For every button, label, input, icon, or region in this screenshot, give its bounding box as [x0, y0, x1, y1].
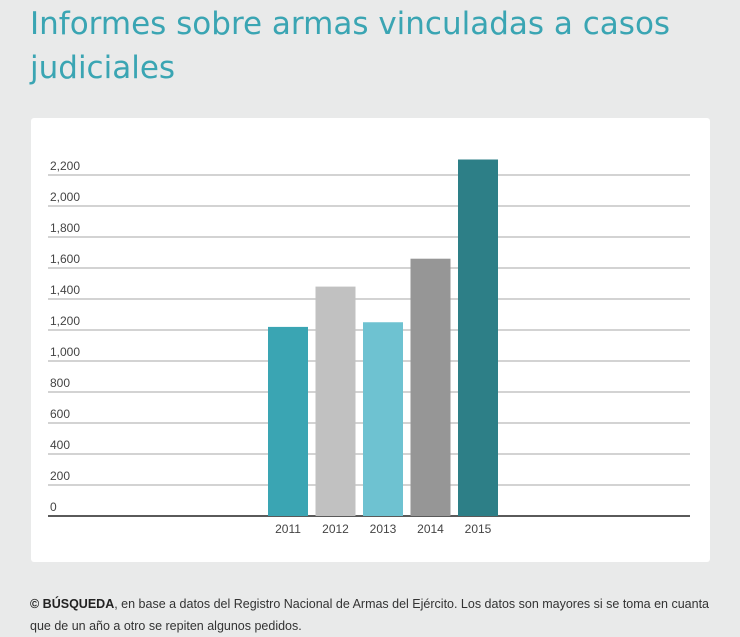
y-tick-label: 1,200	[50, 314, 80, 328]
bar-2015	[458, 159, 498, 516]
page-title: Informes sobre armas vinculadas a casos …	[30, 6, 671, 86]
y-tick-label: 1,400	[50, 283, 80, 297]
y-tick-label: 1,600	[50, 252, 80, 266]
source-label: © BÚSQUEDA	[30, 597, 115, 611]
bar-chart: 0 200 400 600 800 1,000 1,200 1,400 1,600 1,800 2,…	[48, 159, 690, 536]
chart-card: 0 200 400 600 800 1,000 1,200 1,400 1,600 1,800 2,…	[31, 118, 710, 562]
y-tick-label: 2,000	[50, 190, 80, 204]
x-tick-label: 2015	[465, 522, 492, 536]
y-tick-label: 1,800	[50, 221, 80, 235]
x-tick-label: 2012	[322, 522, 349, 536]
source-text: , en base a datos del Registro Nacional …	[30, 597, 709, 633]
bar-2012	[315, 286, 356, 516]
bar-2013	[363, 322, 403, 516]
x-tick-label: 2014	[417, 522, 444, 536]
y-tick-label: 2,200	[50, 159, 80, 173]
labels: 0 200 400 600 800 1,000 1,200 1,400 1,600 1,800 2,…	[50, 159, 492, 536]
y-tick-label: 0	[50, 500, 57, 514]
x-tick-label: 2013	[370, 522, 397, 536]
bar-2014	[410, 258, 451, 516]
y-tick-label: 600	[50, 407, 70, 421]
bar-2011	[268, 326, 308, 516]
y-tick-label: 200	[50, 469, 70, 483]
source-footnote: © BÚSQUEDA, en base a datos del Registro…	[30, 593, 712, 637]
y-tick-label: 400	[50, 438, 70, 452]
bars	[268, 159, 498, 516]
y-tick-label: 800	[50, 376, 70, 390]
y-tick-label: 1,000	[50, 345, 80, 359]
x-tick-label: 2011	[275, 522, 301, 536]
